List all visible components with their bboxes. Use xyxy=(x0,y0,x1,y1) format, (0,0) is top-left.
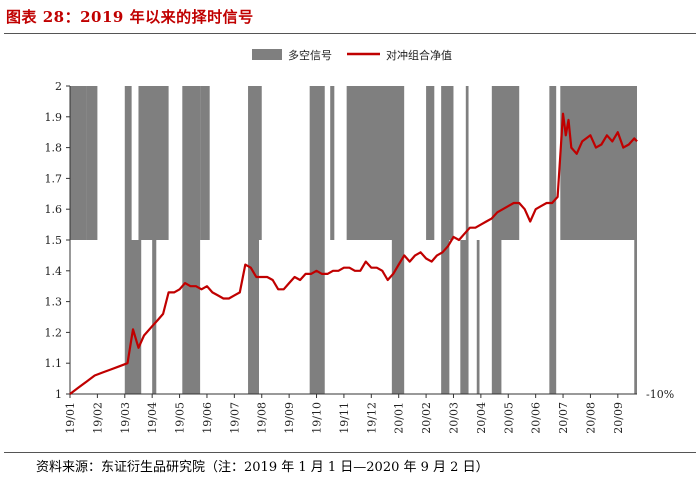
legend: 多空信号 对冲组合净值 xyxy=(252,48,452,62)
plot-area: 2 1.9 1.8 1.7 1.6 1.5 1.4 1.3 1.2 1.1 119/01 19/02 1… xyxy=(45,80,638,434)
signal-short-block xyxy=(549,240,557,394)
signal-long-block xyxy=(491,86,520,240)
x-tick-label: 19/06 xyxy=(201,402,214,434)
x-tick-label: 20/07 xyxy=(557,402,570,434)
y-tick-label: 1.3 xyxy=(45,296,63,309)
x-tick-label: 19/11 xyxy=(338,402,351,434)
y-tick-label: 1.1 xyxy=(45,357,63,370)
title-divider xyxy=(4,33,696,34)
x-tick-label: 19/02 xyxy=(91,402,104,434)
signal-short-block xyxy=(248,240,259,394)
signal-long-block xyxy=(124,86,132,240)
x-tick-label: 19/12 xyxy=(365,402,378,434)
signal-long-block xyxy=(200,86,210,240)
y-tick-label: 2 xyxy=(55,80,62,93)
legend-signal-label: 多空信号 xyxy=(288,48,332,62)
y-tick-label: 1.9 xyxy=(45,111,63,124)
signal-short-block xyxy=(476,240,480,394)
nav-series-line xyxy=(69,112,638,395)
y-tick-label: 1.4 xyxy=(45,265,63,278)
x-tick-label: 19/03 xyxy=(119,402,132,434)
signal-short-block xyxy=(182,240,201,394)
x-tick-label: 20/08 xyxy=(584,402,597,434)
signal-short-block xyxy=(124,240,142,394)
y-tick-label: 1.5 xyxy=(45,234,63,247)
y-tick-label: 1.2 xyxy=(45,326,63,339)
x-tick-label: 20/02 xyxy=(420,402,433,434)
x-tick-label: 19/01 xyxy=(64,402,77,434)
x-tick-label: 19/07 xyxy=(228,402,241,434)
signal-long-block xyxy=(309,86,325,240)
signal-short-block xyxy=(152,240,157,394)
signal-short-block xyxy=(309,240,325,394)
signal-long-block xyxy=(138,86,169,240)
signal-long-block xyxy=(465,86,469,240)
signal-long-block xyxy=(86,86,98,240)
signal-short-block xyxy=(441,240,450,394)
signal-long-block xyxy=(560,86,637,240)
signal-long-block xyxy=(549,86,557,240)
x-tick-label: 19/08 xyxy=(256,402,269,434)
y-tick-label: 1.6 xyxy=(45,203,63,216)
x-tick-label: 20/05 xyxy=(502,402,515,434)
chart-title: 图表 28：2019 年以来的择时信号 xyxy=(6,8,254,26)
signal-long-block xyxy=(182,86,201,240)
x-tick-label: 19/04 xyxy=(146,402,159,434)
signal-short-block xyxy=(491,240,502,394)
x-tick-label: 20/04 xyxy=(475,402,488,434)
x-tick-label: 20/03 xyxy=(447,402,460,434)
legend-signal-swatch xyxy=(252,49,282,60)
x-tick-label: 19/09 xyxy=(283,402,296,434)
signal-long-block xyxy=(441,86,454,240)
signal-long-block xyxy=(70,86,87,240)
x-tick-label: 20/09 xyxy=(612,402,625,434)
x-tick-label: 19/05 xyxy=(174,402,187,434)
signal-long-block xyxy=(248,86,262,240)
right-annotation: -10% xyxy=(646,388,674,401)
legend-nav-label: 对冲组合净值 xyxy=(386,48,452,62)
timing-signal-chart: 多空信号 对冲组合净值 2 1.9 1.8 1.7 1.6 1.5 1.4 1.3 1.2 1.1… xyxy=(45,48,675,434)
source-divider xyxy=(4,452,696,453)
signal-long-block xyxy=(330,86,335,240)
x-tick-label: 19/10 xyxy=(311,402,324,434)
signal-long-block xyxy=(346,86,405,240)
source-note: 资料来源：东证衍生品研究院（注：2019 年 1 月 1 日—2020 年 9 … xyxy=(36,460,489,475)
x-tick-label: 20/01 xyxy=(393,402,406,434)
signal-short-block xyxy=(391,240,405,394)
y-tick-label: 1.8 xyxy=(45,142,63,155)
signal-short-block xyxy=(460,240,469,394)
y-tick-label: 1 xyxy=(55,388,62,401)
y-tick-label: 1.7 xyxy=(45,172,63,185)
x-tick-label: 20/06 xyxy=(530,402,543,434)
signal-long-block xyxy=(426,86,435,240)
signal-short-block xyxy=(634,240,637,394)
